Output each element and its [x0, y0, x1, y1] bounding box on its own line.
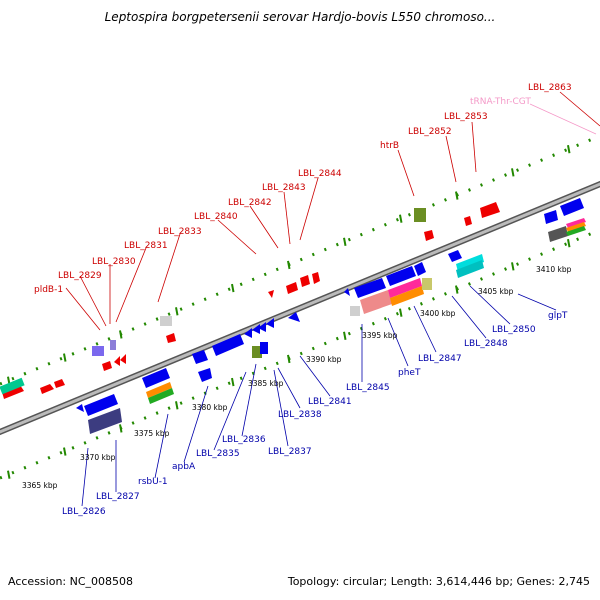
gene-label[interactable]: LBL_2838	[278, 410, 322, 420]
forward-gene-labels: pldB-1 LBL_2829 LBL_2830 LBL_2831 LBL_28…	[34, 83, 572, 295]
gene-label[interactable]: LBL_2848	[464, 339, 508, 349]
leader-lines	[65, 91, 600, 507]
gene-label[interactable]: LBL_2826	[62, 507, 106, 517]
major-tick	[119, 424, 123, 433]
gene-label[interactable]: LBL_2841	[308, 397, 352, 407]
major-tick	[343, 237, 347, 246]
scale-label: 3370 kbp	[80, 453, 116, 462]
gene-label[interactable]: LBL_2847	[418, 354, 462, 364]
major-ticks	[7, 145, 571, 479]
gene-label[interactable]: LBL_2853	[444, 112, 488, 122]
gene-label[interactable]: glpT	[548, 311, 568, 321]
gene-label[interactable]: LBL_2831	[124, 241, 168, 251]
reverse-gene-labels: LBL_2826 LBL_2827 rsbU-1 apbA LBL_2835 L…	[62, 311, 568, 517]
gene-label[interactable]: LBL_2844	[298, 169, 342, 179]
gene-label[interactable]: LBL_2845	[346, 383, 390, 393]
gene-label[interactable]: LBL_2863	[528, 83, 572, 93]
scale-label: 3380 kbp	[192, 403, 228, 412]
genome-summary-text: Topology: circular; Length: 3,614,446 bp…	[287, 575, 590, 588]
accession-text: Accession: NC_008508	[8, 575, 134, 588]
major-tick	[63, 353, 67, 362]
major-tick	[567, 145, 571, 154]
major-tick	[455, 191, 459, 200]
gene-label[interactable]: LBL_2833	[158, 227, 202, 237]
gene-label[interactable]: LBL_2840	[194, 212, 238, 222]
scale-label: 3405 kbp	[478, 287, 514, 296]
major-tick	[231, 283, 235, 293]
gene-label[interactable]: pldB-1	[34, 285, 63, 295]
major-tick	[455, 285, 459, 294]
gene-label[interactable]: pheT	[398, 368, 421, 378]
scale-label: 3390 kbp	[306, 355, 342, 364]
major-tick	[343, 331, 347, 340]
major-tick	[63, 447, 67, 456]
scale-label: 3395 kbp	[362, 331, 398, 340]
gene-label[interactable]: LBL_2852	[408, 127, 452, 137]
scale-label: 3385 kbp	[248, 379, 284, 388]
major-tick	[119, 330, 123, 339]
major-tick	[399, 214, 403, 223]
major-tick	[175, 401, 179, 410]
backbone	[0, 180, 600, 436]
gene-label[interactable]: LBL_2850	[492, 325, 536, 335]
major-tick	[231, 377, 235, 387]
major-tick	[287, 354, 291, 364]
major-tick	[511, 168, 515, 177]
gene-label[interactable]: LBL_2830	[92, 257, 136, 267]
major-tick	[511, 262, 515, 271]
scale-label: 3400 kbp	[420, 309, 456, 318]
major-tick	[7, 470, 11, 479]
forward-genes[interactable]	[0, 202, 500, 399]
gene-label[interactable]: LBL_2829	[58, 271, 102, 281]
gene-label[interactable]: apbA	[172, 462, 196, 472]
scale-labels: 3365 kbp 3370 kbp 3375 kbp 3380 kbp 3385…	[22, 265, 572, 490]
major-tick	[567, 239, 571, 248]
tick-track-lower	[0, 228, 600, 480]
major-tick	[175, 307, 179, 316]
scale-label: 3375 kbp	[134, 429, 170, 438]
gene-label[interactable]: htrB	[380, 141, 399, 151]
gene-label[interactable]: LBL_2836	[222, 435, 266, 445]
gene-label[interactable]: rsbU-1	[138, 477, 168, 487]
gene-label[interactable]: LBL_2843	[262, 183, 306, 193]
gene-label[interactable]: LBL_2827	[96, 492, 140, 502]
scale-label: 3410 kbp	[536, 265, 572, 274]
genome-map[interactable]: 3365 kbp 3370 kbp 3375 kbp 3380 kbp 3385…	[0, 0, 600, 570]
major-tick	[399, 308, 403, 317]
map-title: Leptospira borgpetersenii serovar Hardjo…	[104, 10, 496, 24]
trna-label[interactable]: tRNA-Thr-CGT	[470, 97, 531, 107]
major-tick	[287, 260, 291, 270]
gene-label[interactable]: LBL_2842	[228, 198, 272, 208]
reverse-genes[interactable]	[76, 198, 586, 434]
gene-label[interactable]: LBL_2837	[268, 447, 312, 457]
scale-label: 3365 kbp	[22, 481, 58, 490]
gene-label[interactable]: LBL_2835	[196, 449, 240, 459]
